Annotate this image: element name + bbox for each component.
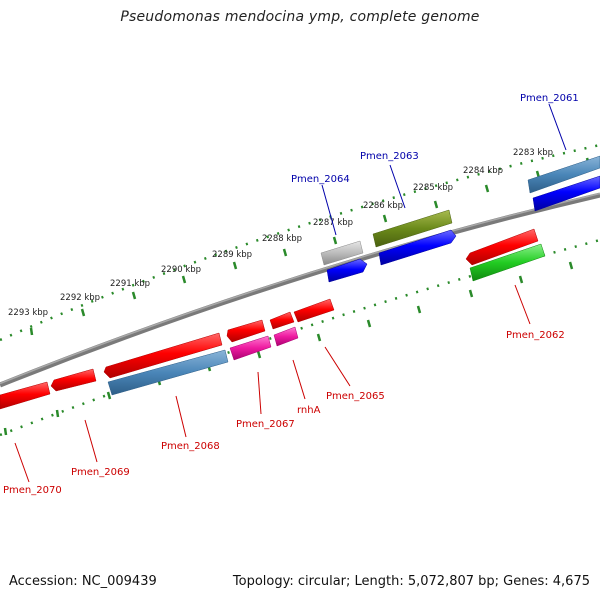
gene-pmen-2064[interactable] [320, 240, 364, 266]
gene-label-pmen-2070: Pmen_2070 [3, 485, 62, 496]
scale-label: 2291 kbp [110, 279, 150, 289]
genome-backbone [0, 192, 600, 388]
gene-pmen-2064-blue[interactable] [326, 258, 368, 283]
leader-lines [14, 103, 567, 483]
gene-pmen-2062[interactable] [469, 243, 546, 282]
scale-label: 2289 kbp [212, 250, 252, 260]
gene-label-pmen-2069: Pmen_2069 [71, 467, 130, 478]
gene-pmen-2062-red[interactable] [465, 228, 539, 266]
scale-label: 2285 kbp [413, 183, 453, 193]
gene-label-pmen-2067: Pmen_2067 [236, 419, 295, 430]
gene-rnha-magenta[interactable] [273, 326, 299, 347]
scale-label: 2284 kbp [463, 166, 503, 176]
gene-label-pmen-2062: Pmen_2062 [506, 330, 565, 341]
scale-label: 2293 kbp [8, 308, 48, 318]
topology-label: Topology: circular; Length: 5,072,807 bp… [232, 574, 590, 589]
scale-label: 2288 kbp [262, 234, 302, 244]
gene-pmen-2067-red[interactable] [226, 319, 266, 343]
gene-pmen-2063-blue[interactable] [378, 229, 457, 266]
gene-pmen-2063[interactable] [372, 209, 453, 248]
gene-label-rnha: rnhA [297, 405, 321, 416]
gene-label-pmen-2068: Pmen_2068 [161, 441, 220, 452]
gene-label-pmen-2063: Pmen_2063 [360, 151, 419, 162]
map-title: Pseudomonas mendocina ymp, complete geno… [120, 9, 480, 25]
gene-pmen-2069[interactable] [50, 368, 97, 392]
gene-label-pmen-2061: Pmen_2061 [520, 93, 579, 104]
accession-label: Accession: NC_009439 [9, 574, 157, 589]
gene-pmen-2065[interactable] [293, 298, 335, 323]
gene-label-pmen-2064: Pmen_2064 [291, 174, 350, 185]
major-ticks [3, 157, 591, 436]
gene-pmen-2068-red[interactable] [103, 332, 223, 379]
scale-label: 2290 kbp [161, 265, 201, 275]
scale-label: 2286 kbp [363, 201, 403, 211]
gene-label-pmen-2065: Pmen_2065 [326, 391, 385, 402]
gene-pmen-2068[interactable] [107, 349, 229, 396]
gene-pmen-2061[interactable] [527, 155, 600, 194]
gene-pmen-2070[interactable] [0, 381, 51, 410]
gene-rnha[interactable] [269, 311, 295, 330]
scale-label: 2292 kbp [60, 293, 100, 303]
scale-label: 2283 kbp [513, 148, 553, 158]
gene-pmen-2061-blue[interactable] [532, 175, 600, 212]
gene-pmen-2067[interactable] [229, 335, 272, 361]
